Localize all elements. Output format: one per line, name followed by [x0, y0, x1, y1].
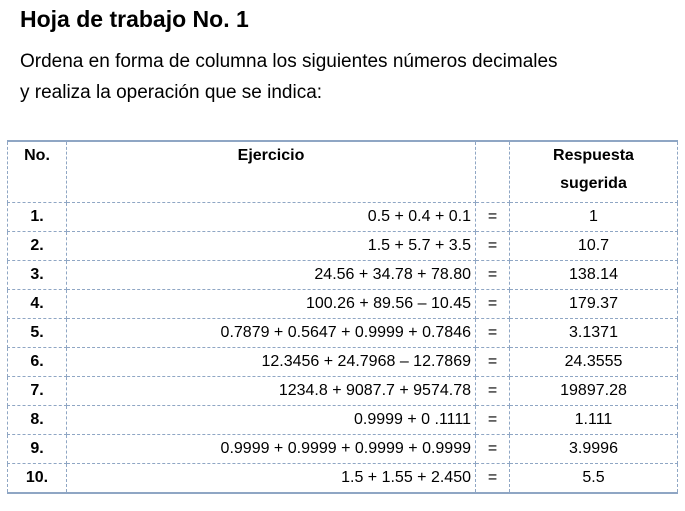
instructions-line-1: Ordena en forma de columna los siguiente… [20, 51, 558, 72]
row-equals-sign: = [475, 202, 510, 232]
row-exercise: 1.5 + 1.55 + 2.450 [66, 463, 476, 494]
row-equals-sign: = [475, 405, 510, 435]
header-answer-line-2: sugerida [560, 175, 627, 192]
table-row: 10. 1.5 + 1.55 + 2.450 = 5.5 [7, 463, 678, 494]
row-number: 4. [7, 289, 67, 319]
header-equals [475, 140, 510, 203]
row-equals-sign: = [475, 376, 510, 406]
row-equals-sign: = [475, 347, 510, 377]
row-equals-sign: = [475, 260, 510, 290]
row-answer: 19897.28 [509, 376, 678, 406]
table-row: 6. 12.3456 + 24.7968 – 12.7869 = 24.3555 [7, 347, 678, 377]
header-no: No. [7, 140, 67, 203]
row-exercise: 100.26 + 89.56 – 10.45 [66, 289, 476, 319]
row-exercise: 24.56 + 34.78 + 78.80 [66, 260, 476, 290]
worksheet-title: Hoja de trabajo No. 1 [20, 6, 249, 32]
table-header-row: No. Ejercicio Respuesta sugerida [7, 140, 678, 203]
table-row: 1. 0.5 + 0.4 + 0.1 = 1 [7, 202, 678, 232]
row-answer: 138.14 [509, 260, 678, 290]
row-exercise: 0.5 + 0.4 + 0.1 [66, 202, 476, 232]
instructions-line-2: y realiza la operación que se indica: [20, 82, 323, 103]
header-exercise: Ejercicio [66, 140, 476, 203]
row-equals-sign: = [475, 231, 510, 261]
row-answer: 1 [509, 202, 678, 232]
table-row: 8. 0.9999 + 0 .1111 = 1.111 [7, 405, 678, 435]
row-exercise: 1234.8 + 9087.7 + 9574.78 [66, 376, 476, 406]
row-exercise: 1.5 + 5.7 + 3.5 [66, 231, 476, 261]
row-answer: 5.5 [509, 463, 678, 494]
row-number: 7. [7, 376, 67, 406]
row-number: 5. [7, 318, 67, 348]
table-row: 2. 1.5 + 5.7 + 3.5 = 10.7 [7, 231, 678, 261]
table-row: 3. 24.56 + 34.78 + 78.80 = 138.14 [7, 260, 678, 290]
instructions: Ordena en forma de columna los siguiente… [20, 46, 558, 108]
row-exercise: 0.9999 + 0 .1111 [66, 405, 476, 435]
header-answer-line-1: Respuesta [553, 147, 634, 164]
row-number: 8. [7, 405, 67, 435]
table-row: 9. 0.9999 + 0.9999 + 0.9999 + 0.9999 = 3.99… [7, 434, 678, 464]
row-answer: 3.9996 [509, 434, 678, 464]
table-row: 7. 1234.8 + 9087.7 + 9574.78 = 19897.28 [7, 376, 678, 406]
row-equals-sign: = [475, 434, 510, 464]
row-answer: 179.37 [509, 289, 678, 319]
row-exercise: 0.9999 + 0.9999 + 0.9999 + 0.9999 [66, 434, 476, 464]
row-number: 10. [7, 463, 67, 494]
exercise-table: No. Ejercicio Respuesta sugerida 1. 0.5 +… [7, 140, 678, 494]
row-answer: 24.3555 [509, 347, 678, 377]
row-exercise: 0.7879 + 0.5647 + 0.9999 + 0.7846 [66, 318, 476, 348]
row-equals-sign: = [475, 318, 510, 348]
row-number: 1. [7, 202, 67, 232]
table-row: 4. 100.26 + 89.56 – 10.45 = 179.37 [7, 289, 678, 319]
table-row: 5. 0.7879 + 0.5647 + 0.9999 + 0.7846 = 3.13… [7, 318, 678, 348]
row-exercise: 12.3456 + 24.7968 – 12.7869 [66, 347, 476, 377]
row-number: 2. [7, 231, 67, 261]
row-answer: 10.7 [509, 231, 678, 261]
row-equals-sign: = [475, 463, 510, 494]
header-answer: Respuesta sugerida [509, 140, 678, 203]
row-answer: 1.111 [509, 405, 678, 435]
row-answer: 3.1371 [509, 318, 678, 348]
row-number: 9. [7, 434, 67, 464]
row-equals-sign: = [475, 289, 510, 319]
row-number: 6. [7, 347, 67, 377]
row-number: 3. [7, 260, 67, 290]
